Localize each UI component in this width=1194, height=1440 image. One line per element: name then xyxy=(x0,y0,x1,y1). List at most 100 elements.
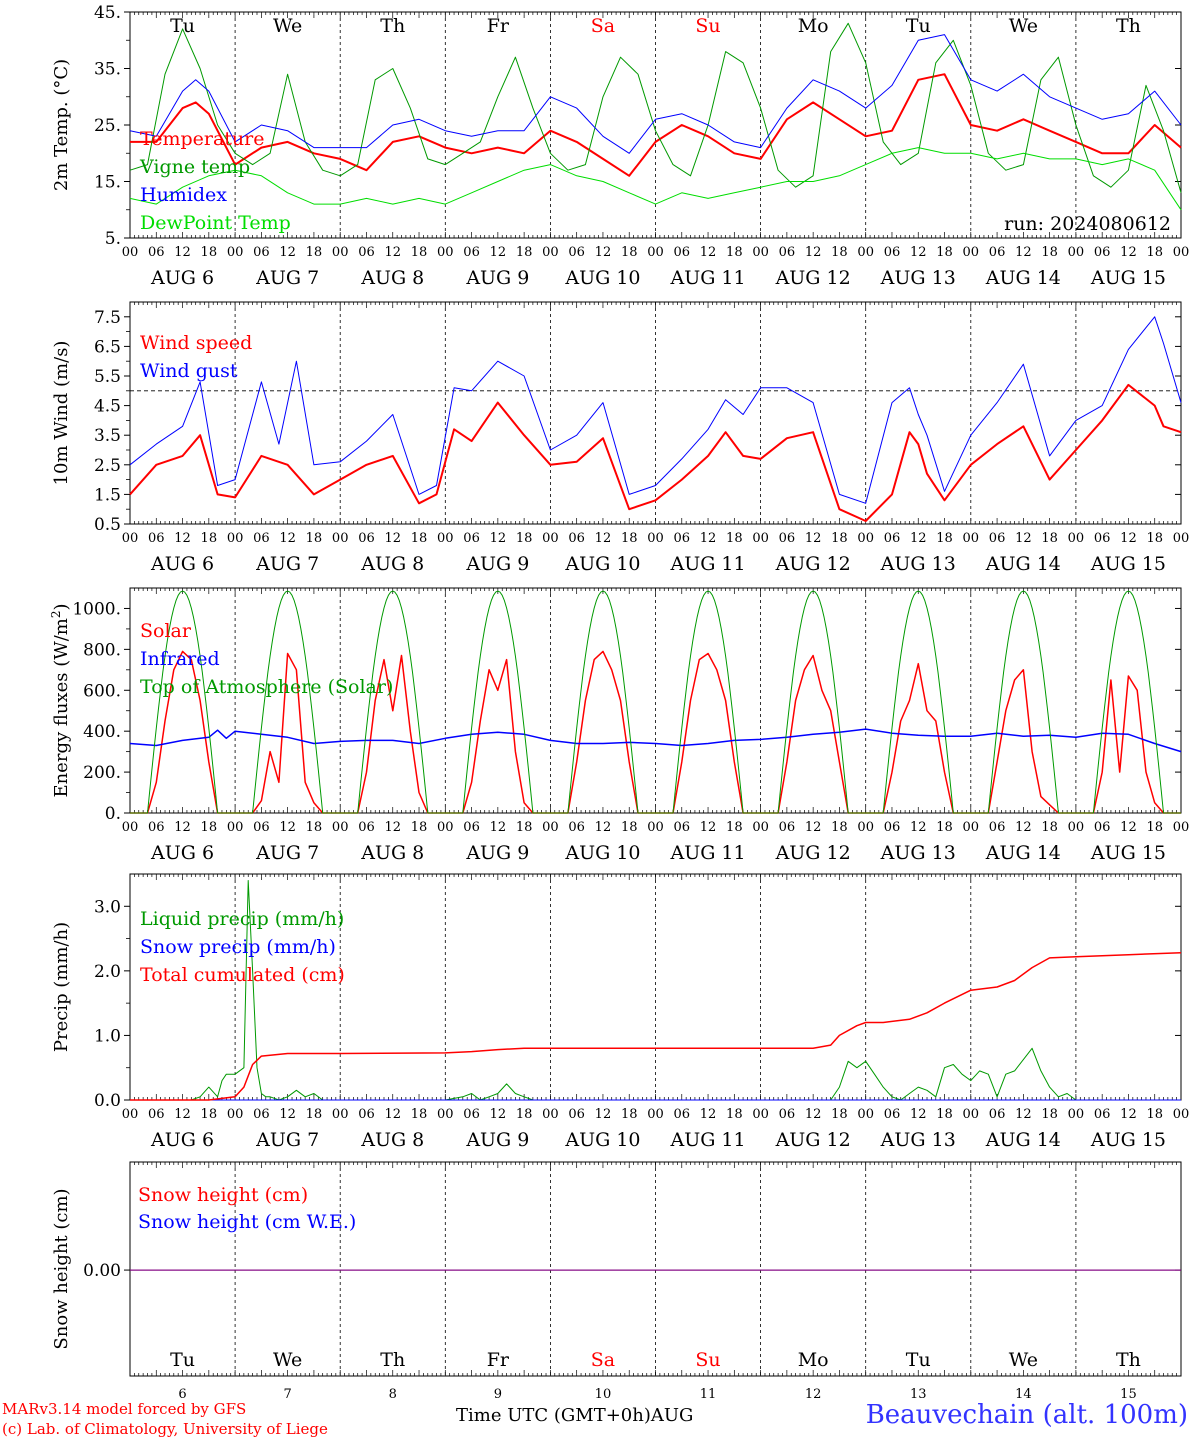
hour-label: 06 xyxy=(674,531,691,546)
hour-label: 00 xyxy=(647,820,664,835)
date-label: AUG 11 xyxy=(669,553,745,575)
y-tick-label: 3.5 xyxy=(94,426,121,446)
hour-label: 00 xyxy=(437,1107,454,1122)
date-label: AUG 15 xyxy=(1090,842,1166,864)
hour-label: 12 xyxy=(1015,531,1032,546)
hour-label: 06 xyxy=(463,1107,480,1122)
y-axis-label: 2m Temp. (°C) xyxy=(51,59,72,191)
hour-label: 18 xyxy=(306,531,323,546)
date-label: AUG 6 xyxy=(150,267,214,289)
hour-label: 06 xyxy=(253,820,270,835)
hour-label: 00 xyxy=(857,820,874,835)
series-line xyxy=(130,952,1182,1101)
date-number: 14 xyxy=(1015,1387,1032,1402)
lab-credit: (c) Lab. of Climatology, University of L… xyxy=(2,1420,328,1438)
y-tick-label: 400. xyxy=(83,722,121,742)
hour-label: 06 xyxy=(358,531,375,546)
date-label: AUG 8 xyxy=(360,267,424,289)
hour-label: 00 xyxy=(542,1107,559,1122)
hour-label: 00 xyxy=(332,245,349,260)
hour-label: 12 xyxy=(490,820,507,835)
date-label: AUG 9 xyxy=(465,267,529,289)
hour-label: 18 xyxy=(621,245,638,260)
hour-label: 00 xyxy=(963,245,980,260)
date-label: AUG 11 xyxy=(669,842,745,864)
hour-label: 06 xyxy=(779,531,796,546)
hour-label: 06 xyxy=(568,820,585,835)
y-tick-label: 800. xyxy=(83,640,121,660)
hour-label: 06 xyxy=(253,1107,270,1122)
hour-label: 06 xyxy=(463,820,480,835)
date-label: AUG 13 xyxy=(880,267,956,289)
hour-label: 12 xyxy=(490,1107,507,1122)
panel-4: 0.0 1.0 2.0 3.0 Precip (mm/h) Liquid precip (… xyxy=(51,873,1189,1151)
hour-label: 06 xyxy=(568,1107,585,1122)
hour-label: 18 xyxy=(516,820,533,835)
date-label: AUG 7 xyxy=(255,1129,319,1151)
y-tick-label: 1.0 xyxy=(94,1026,121,1046)
hour-label: 18 xyxy=(831,1107,848,1122)
superscript: 2 xyxy=(49,610,63,618)
hour-label: 18 xyxy=(516,245,533,260)
hour-label: 00 xyxy=(647,245,664,260)
time-axis-text: Time UTC (GMT+0h) xyxy=(456,1405,651,1426)
date-label: AUG 8 xyxy=(360,842,424,864)
hour-label: 12 xyxy=(1120,531,1137,546)
legend-entry: Vigne temp xyxy=(139,156,250,178)
hour-label: 18 xyxy=(621,1107,638,1122)
hour-label: 12 xyxy=(279,245,296,260)
hour-label: 00 xyxy=(227,245,244,260)
date-label: AUG 10 xyxy=(564,267,640,289)
hour-label: 06 xyxy=(358,245,375,260)
hour-label: 00 xyxy=(857,245,874,260)
y-tick-label: 5.5 xyxy=(94,367,121,387)
hour-label: 06 xyxy=(989,245,1006,260)
hour-label: 12 xyxy=(174,820,191,835)
date-label: AUG 14 xyxy=(985,553,1061,575)
y-tick-label: 15. xyxy=(94,173,121,193)
legend-entry: Humidex xyxy=(140,184,227,206)
y-tick-label: 2.5 xyxy=(94,456,121,476)
legend-entry: Temperature xyxy=(140,128,264,150)
station-label: Beauvechain (alt. 100m) xyxy=(865,1400,1188,1430)
date-label: AUG 8 xyxy=(360,1129,424,1151)
day-of-week-label: Sa xyxy=(591,1349,615,1371)
hour-label: 06 xyxy=(148,820,165,835)
hour-label: 12 xyxy=(174,531,191,546)
hour-label: 12 xyxy=(805,245,822,260)
y-tick-label: 1000. xyxy=(72,599,121,619)
hour-label: 00 xyxy=(963,1107,980,1122)
date-label: AUG 9 xyxy=(465,842,529,864)
legend-entry: Snow height (cm W.E.) xyxy=(138,1211,356,1233)
day-of-week-label: We xyxy=(273,15,302,37)
hour-label: 18 xyxy=(621,820,638,835)
hour-label: 18 xyxy=(621,531,638,546)
date-label: AUG 7 xyxy=(255,267,319,289)
hour-label: 00 xyxy=(332,1107,349,1122)
y-tick-label: 0. xyxy=(105,804,121,824)
hour-label: 06 xyxy=(358,1107,375,1122)
hour-label: 12 xyxy=(1120,820,1137,835)
hour-label: 18 xyxy=(411,820,428,835)
day-of-week-label: We xyxy=(1009,15,1038,37)
y-tick-label: 200. xyxy=(83,763,121,783)
hour-label: 18 xyxy=(306,245,323,260)
hour-label: 12 xyxy=(595,531,612,546)
hour-label: 18 xyxy=(516,1107,533,1122)
hour-label: 18 xyxy=(411,531,428,546)
legend-entry: Snow height (cm) xyxy=(138,1184,308,1206)
hour-label: 06 xyxy=(568,245,585,260)
hour-label: 12 xyxy=(1015,820,1032,835)
date-label: AUG 7 xyxy=(255,842,319,864)
hour-label: 18 xyxy=(1146,1107,1163,1122)
panel-5: 0.00 Snow height (cm) Snow height (cm) Snow… xyxy=(51,1161,1182,1402)
date-number: 13 xyxy=(910,1387,927,1402)
date-number: 9 xyxy=(494,1387,502,1402)
series-line xyxy=(129,383,1182,522)
hour-label: 18 xyxy=(936,1107,953,1122)
y-tick-label: 600. xyxy=(83,681,121,701)
hour-label: 06 xyxy=(148,1107,165,1122)
hour-label: 12 xyxy=(1015,245,1032,260)
day-of-week-label: Tu xyxy=(170,15,195,37)
date-number: 8 xyxy=(389,1387,397,1402)
